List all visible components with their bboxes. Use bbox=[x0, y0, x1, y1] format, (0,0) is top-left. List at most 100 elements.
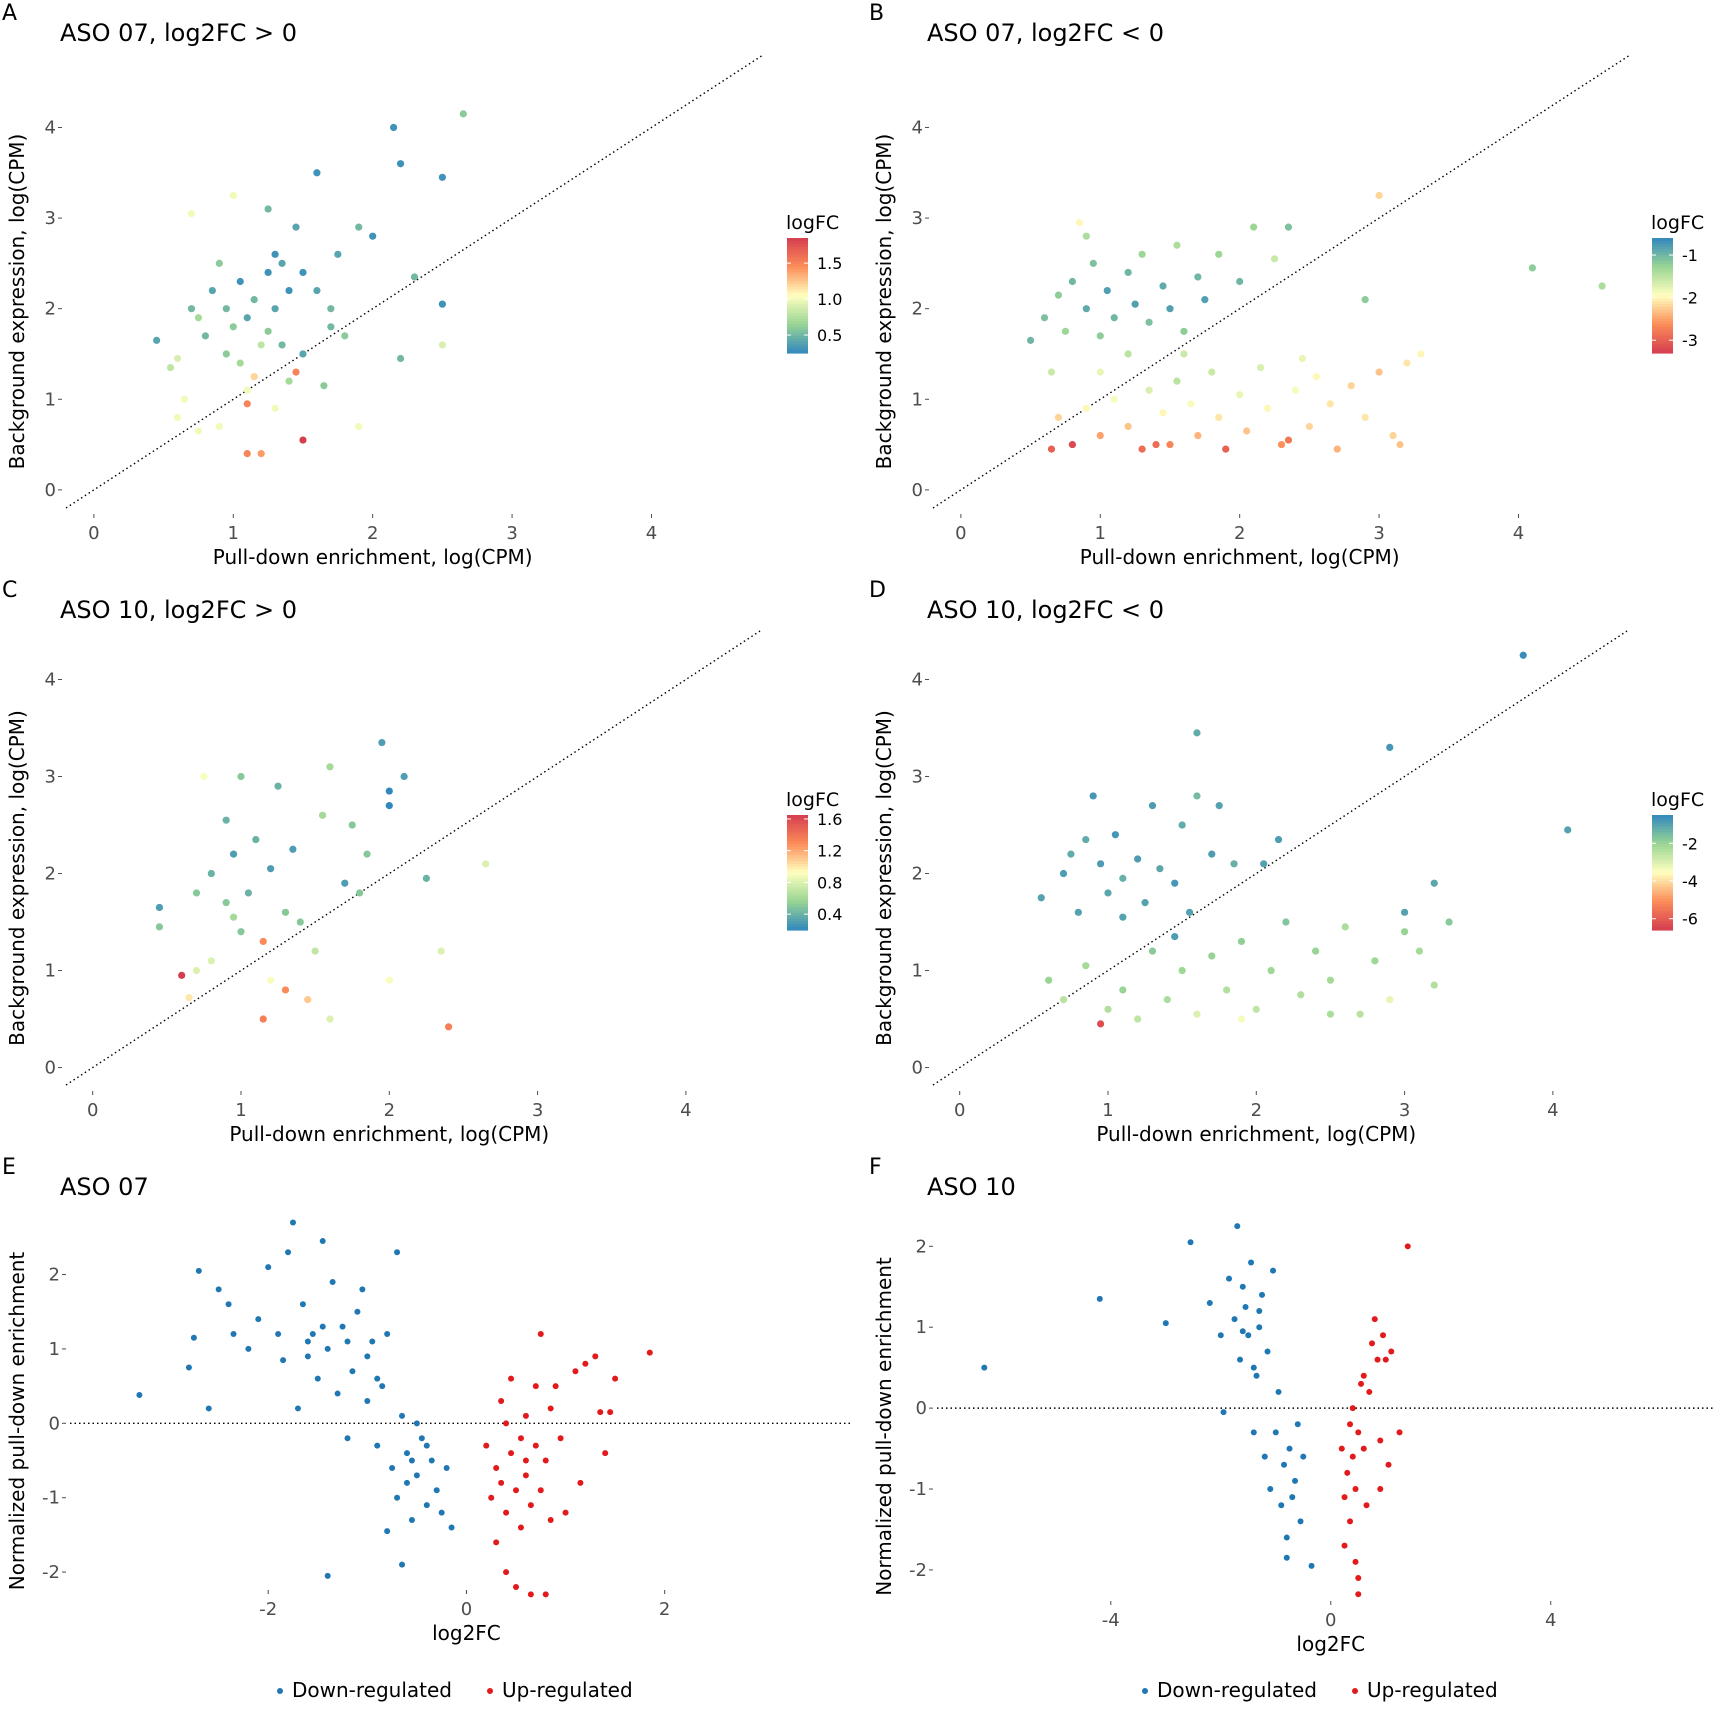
colorbar-segment bbox=[1652, 843, 1673, 848]
y-tick-label: 2 bbox=[49, 1265, 60, 1286]
colorbar-segment bbox=[1652, 835, 1673, 839]
data-point bbox=[264, 327, 272, 335]
colorbar-segment bbox=[1652, 292, 1673, 297]
data-point-up-regulated bbox=[503, 1509, 510, 1516]
data-point-down-regulated bbox=[438, 1509, 445, 1516]
colorbar-segment bbox=[1652, 918, 1673, 922]
colorbar-segment bbox=[787, 286, 808, 291]
data-point-down-regulated bbox=[1245, 1332, 1252, 1339]
data-point bbox=[1237, 1015, 1246, 1023]
colorbar-segment bbox=[1652, 341, 1673, 345]
data-point bbox=[1208, 952, 1216, 960]
data-point bbox=[1104, 889, 1112, 897]
data-point bbox=[1386, 743, 1394, 752]
data-point bbox=[281, 986, 290, 994]
data-point bbox=[378, 738, 386, 747]
colorbar-segment bbox=[1652, 823, 1673, 828]
y-tick-label: 3 bbox=[45, 767, 56, 788]
y-tick-label: -2 bbox=[909, 1560, 927, 1581]
data-point-down-regulated bbox=[369, 1338, 376, 1345]
colorbar-segment bbox=[787, 350, 808, 354]
data-point bbox=[1236, 391, 1244, 399]
data-point bbox=[1417, 350, 1425, 358]
data-point-down-regulated bbox=[1253, 1372, 1260, 1379]
reference-line bbox=[932, 54, 1631, 509]
colorbar-segment bbox=[787, 872, 808, 876]
data-point-down-regulated bbox=[344, 1435, 351, 1442]
data-point-up-regulated bbox=[1380, 1332, 1387, 1339]
data-point-down-regulated bbox=[1096, 1295, 1103, 1302]
data-point bbox=[1230, 860, 1238, 868]
colorbar-segment bbox=[787, 298, 808, 302]
data-point bbox=[229, 191, 237, 200]
data-point bbox=[326, 763, 334, 771]
data-point bbox=[208, 286, 216, 295]
data-point bbox=[215, 259, 223, 267]
data-point bbox=[1026, 336, 1035, 344]
colorbar-tick-label: 0.5 bbox=[817, 326, 842, 345]
colorbar-segment bbox=[1652, 858, 1673, 862]
x-tick-label: 1 bbox=[228, 523, 239, 544]
data-point bbox=[229, 850, 238, 858]
data-point-down-regulated bbox=[304, 1353, 311, 1360]
data-point bbox=[250, 296, 258, 304]
data-point bbox=[1215, 413, 1223, 421]
data-point-down-regulated bbox=[230, 1331, 237, 1338]
y-tick-label: 4 bbox=[45, 117, 56, 138]
x-tick-label: 3 bbox=[1399, 1100, 1410, 1121]
panel-d: D ASO 10, log2FC < 0 0 1 2 3 4 0 1 2 3 4 Pull-down e… bbox=[869, 578, 1704, 1146]
data-point bbox=[271, 305, 279, 313]
data-point-up-regulated bbox=[557, 1435, 564, 1442]
data-point-down-regulated bbox=[185, 1364, 192, 1371]
colorbar-segment bbox=[1652, 866, 1673, 871]
colorbar-segment bbox=[787, 272, 808, 276]
data-point-down-regulated bbox=[1281, 1461, 1288, 1468]
data-point-down-regulated bbox=[394, 1494, 401, 1501]
colorbar-segment bbox=[787, 301, 808, 305]
colorbar-segment bbox=[787, 258, 808, 262]
colorbar-tick-label: 1.0 bbox=[817, 290, 842, 309]
colorbar-segment bbox=[1652, 921, 1673, 925]
colorbar-segment bbox=[787, 321, 808, 325]
colorbar-segment bbox=[787, 312, 808, 317]
data-point bbox=[1054, 413, 1063, 421]
y-axis-label: Normalized pull-down enrichment bbox=[872, 1257, 896, 1596]
data-point-up-regulated bbox=[498, 1398, 505, 1404]
colorbar-segment bbox=[787, 823, 808, 828]
data-point bbox=[250, 373, 258, 381]
colorbar-segment bbox=[1652, 295, 1673, 299]
data-point-up-regulated bbox=[1366, 1388, 1373, 1395]
data-point bbox=[1171, 932, 1179, 941]
data-point-up-regulated bbox=[1341, 1494, 1348, 1501]
data-point bbox=[326, 1015, 334, 1023]
panel-letter: A bbox=[2, 1, 17, 26]
data-point-down-regulated bbox=[329, 1278, 336, 1285]
colorbar-segment bbox=[1652, 344, 1673, 348]
data-point bbox=[1284, 436, 1293, 444]
data-point bbox=[1598, 282, 1606, 290]
data-point bbox=[355, 223, 363, 231]
data-point-down-regulated bbox=[428, 1457, 435, 1464]
data-point bbox=[1045, 976, 1053, 984]
panel-e: E ASO 07 -2 0 2 -2 -1 0 1 2 log2FC Normalized pull-… bbox=[2, 1155, 850, 1702]
data-point bbox=[1173, 377, 1181, 385]
data-point-down-regulated bbox=[289, 1219, 296, 1226]
data-point bbox=[313, 286, 321, 295]
data-point bbox=[1215, 802, 1223, 810]
data-point-down-regulated bbox=[1248, 1259, 1255, 1266]
data-point-up-regulated bbox=[537, 1331, 544, 1338]
colorbar-segment bbox=[787, 246, 808, 251]
data-point bbox=[1403, 359, 1411, 367]
data-point bbox=[215, 422, 223, 431]
colorbar-segment bbox=[787, 912, 808, 917]
data-point bbox=[1119, 986, 1127, 994]
colorbar-segment bbox=[1652, 289, 1673, 294]
data-point bbox=[192, 966, 201, 975]
data-point-down-regulated bbox=[349, 1368, 356, 1375]
colorbar-segment bbox=[1652, 307, 1673, 311]
legend-marker bbox=[277, 1688, 283, 1694]
colorbar-segment bbox=[787, 263, 808, 268]
data-point-down-regulated bbox=[408, 1457, 415, 1464]
y-tick-label: 1 bbox=[912, 389, 923, 410]
data-point-down-regulated bbox=[399, 1412, 406, 1419]
